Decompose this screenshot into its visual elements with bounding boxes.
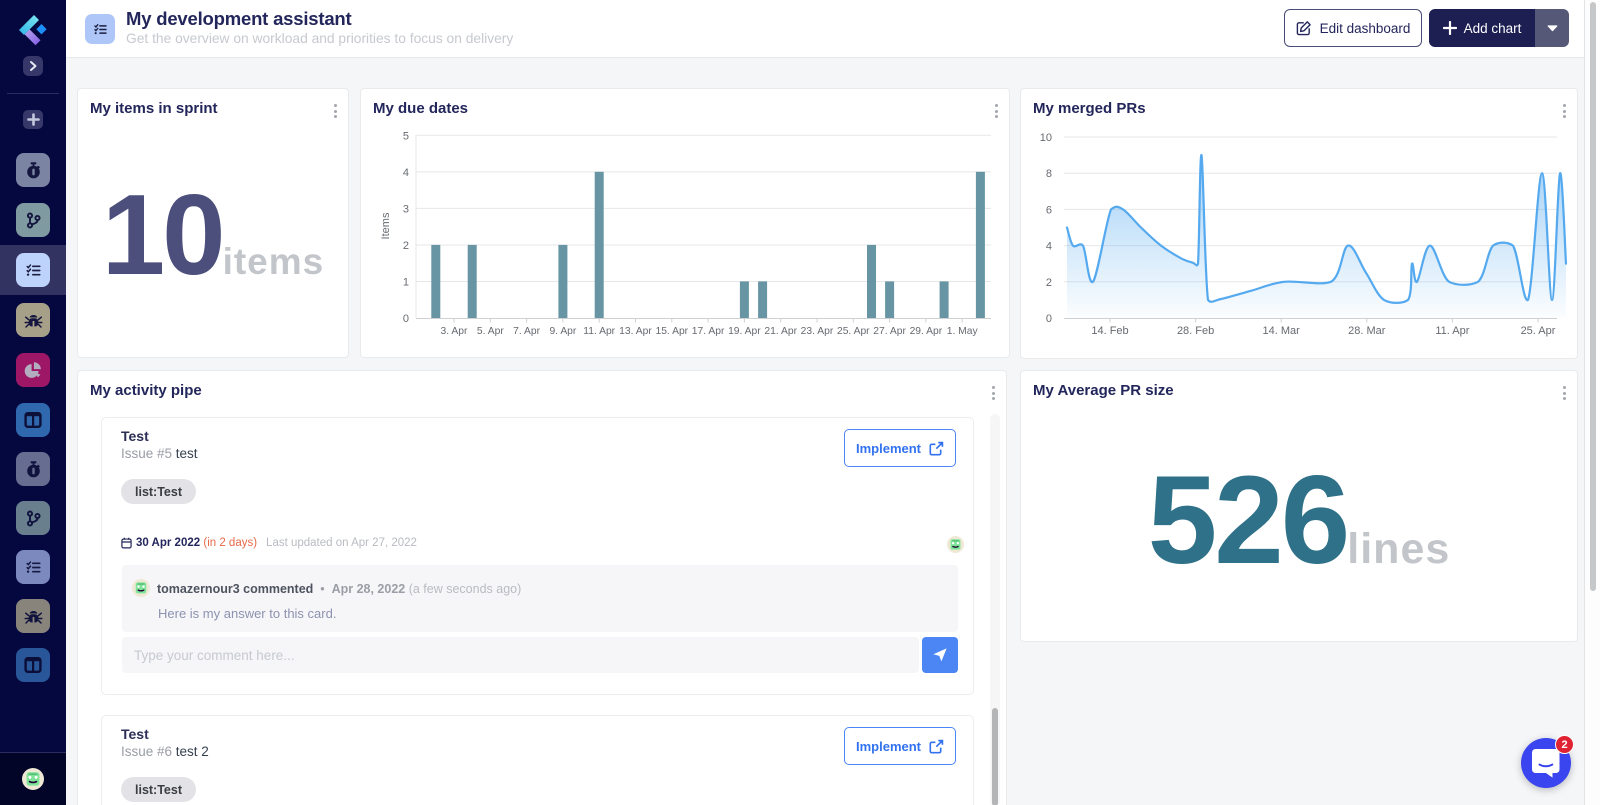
svg-text:14. Feb: 14. Feb [1091, 325, 1128, 337]
svg-text:0: 0 [1046, 313, 1052, 325]
svg-text:2: 2 [403, 240, 409, 252]
svg-text:2: 2 [1046, 277, 1052, 289]
svg-text:8: 8 [1046, 168, 1052, 180]
svg-text:23. Apr: 23. Apr [801, 326, 834, 337]
svg-text:Items: Items [380, 212, 392, 239]
svg-text:1: 1 [403, 277, 409, 289]
svg-text:11. Apr: 11. Apr [1435, 325, 1469, 337]
svg-text:4: 4 [1046, 241, 1052, 253]
svg-text:3: 3 [403, 203, 409, 215]
svg-text:19. Apr: 19. Apr [728, 326, 761, 337]
svg-text:1. May: 1. May [947, 326, 979, 337]
svg-text:7. Apr: 7. Apr [513, 326, 540, 337]
svg-text:10: 10 [1040, 132, 1052, 144]
svg-text:17. Apr: 17. Apr [692, 326, 725, 337]
svg-text:28. Feb: 28. Feb [1177, 325, 1214, 337]
svg-text:27. Apr: 27. Apr [873, 326, 906, 337]
svg-text:25. Apr: 25. Apr [1521, 325, 1556, 337]
svg-text:5. Apr: 5. Apr [477, 326, 504, 337]
svg-text:25. Apr: 25. Apr [837, 326, 870, 337]
svg-text:29. Apr: 29. Apr [910, 326, 943, 337]
svg-text:5: 5 [403, 130, 409, 142]
svg-text:4: 4 [403, 167, 409, 179]
svg-text:0: 0 [403, 313, 409, 325]
svg-text:6: 6 [1046, 204, 1052, 216]
svg-text:3. Apr: 3. Apr [441, 326, 468, 337]
svg-text:21. Apr: 21. Apr [764, 326, 797, 337]
svg-text:11. Apr: 11. Apr [583, 326, 615, 337]
svg-text:9. Apr: 9. Apr [549, 326, 576, 337]
svg-text:15. Apr: 15. Apr [655, 326, 688, 337]
svg-text:14. Mar: 14. Mar [1263, 325, 1301, 337]
svg-text:13. Apr: 13. Apr [619, 326, 652, 337]
svg-text:28. Mar: 28. Mar [1348, 325, 1386, 337]
